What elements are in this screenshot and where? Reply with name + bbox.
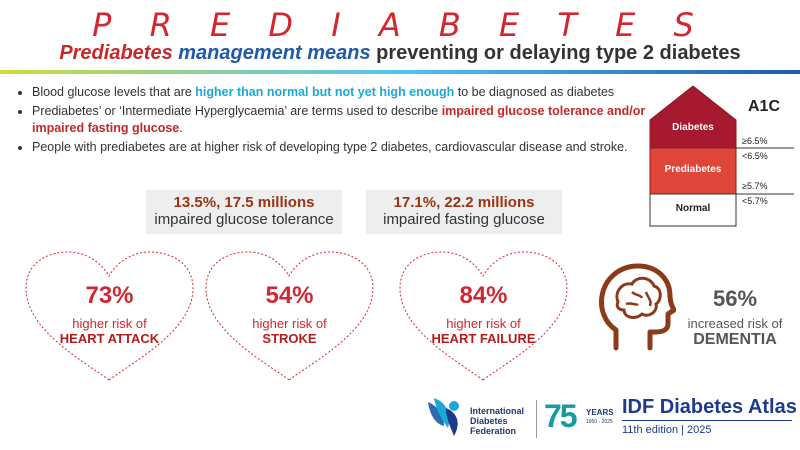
bullet-text: People with prediabetes are at higher ri… (32, 140, 628, 154)
stat-box-ifg: 17.1%, 22.2 millions impaired fasting gl… (366, 190, 562, 234)
stat-label: impaired fasting glucose (383, 211, 545, 228)
subtitle-part-3: means (307, 42, 371, 64)
heart-text: 54% higher risk of STROKE (202, 282, 377, 346)
bullet-item: People with prediabetes are at higher ri… (32, 139, 672, 156)
atlas-title: IDF Diabetes Atlas (622, 396, 797, 418)
heart-outline-icon (399, 251, 568, 381)
a1c-normal-band (649, 193, 737, 227)
bullet-highlight: impaired glucose tolerance and/or impair… (32, 104, 646, 135)
atlas-edition: 11th edition | 2025 (622, 424, 712, 436)
subtitle-part-1: Prediabetes (59, 42, 173, 64)
a1c-level-prediabetes: Prediabetes (664, 164, 722, 175)
bullet-highlight: higher than normal but not yet high enou… (195, 85, 455, 99)
heart-failure-card: 84% higher risk of HEART FAILURE (396, 248, 571, 383)
idf-name-line: Federation (470, 426, 517, 436)
stat-label: impaired glucose tolerance (154, 211, 334, 228)
brain-head-icon (596, 262, 677, 352)
risk-percent: 73% (85, 282, 134, 309)
a1c-level-normal: Normal (675, 203, 711, 214)
bullet-text: . (179, 121, 183, 135)
dementia-condition: DEMENTIA (693, 331, 777, 348)
risk-percent: 84% (459, 282, 508, 309)
stat-box-igt: 13.5%, 17.5 millions impaired glucose to… (146, 190, 342, 234)
risk-label: higher risk of (72, 316, 147, 331)
risk-condition: HEART ATTACK (59, 331, 160, 346)
bullet-text: Prediabetes’ or ‘Intermediate Hyperglyca… (32, 104, 442, 118)
a1c-scale: A1C Diabetes Prediabetes Normal ≥6.5% <6… (648, 84, 800, 234)
stat-value: 13.5%, 17.5 millions (173, 194, 315, 211)
bullet-text: Blood glucose levels that are (32, 85, 196, 99)
idf-logo-icon (424, 396, 468, 442)
subtitle-part-2: management (178, 42, 302, 64)
a1c-arrow-graphic (649, 85, 794, 227)
years-badge-range: 1950 - 2025 (586, 419, 613, 425)
page-subtitle: Prediabetes management means preventing … (0, 42, 800, 65)
a1c-tick: ≥5.7% (742, 181, 768, 191)
years-badge-number: 75 (544, 398, 578, 434)
years-badge-word: YEARS (586, 408, 614, 417)
dementia-label: increased risk of (687, 316, 783, 331)
dementia-stat: 56% increased risk of DEMENTIA (672, 286, 798, 349)
bullet-list: Blood glucose levels that are higher tha… (12, 84, 672, 158)
footer-divider (536, 400, 537, 438)
heart-outline-icon (205, 251, 374, 381)
idf-name-line: International (470, 406, 525, 416)
risk-label: higher risk of (446, 316, 521, 331)
heart-text: 73% higher risk of HEART ATTACK (22, 282, 197, 346)
risk-label: higher risk of (252, 316, 327, 331)
heart-text: 84% higher risk of HEART FAILURE (396, 282, 571, 346)
bullet-item: Blood glucose levels that are higher tha… (32, 84, 672, 101)
bullet-item: Prediabetes’ or ‘Intermediate Hyperglyca… (32, 103, 672, 137)
risk-condition: STROKE (262, 331, 317, 346)
a1c-level-diabetes: Diabetes (672, 122, 714, 133)
atlas-underline (622, 420, 792, 421)
stroke-card: 54% higher risk of STROKE (202, 248, 377, 383)
a1c-title: A1C (748, 98, 781, 115)
a1c-tick: <5.7% (742, 196, 768, 206)
a1c-prediabetes-band (649, 147, 737, 195)
dementia-percent: 56% (712, 286, 758, 311)
page-title: P R E D I A B E T E S (92, 6, 708, 44)
a1c-tick: <6.5% (742, 151, 768, 161)
a1c-diabetes-band (649, 85, 737, 149)
header-divider (0, 70, 800, 74)
risk-condition: HEART FAILURE (431, 331, 536, 346)
risk-percent: 54% (265, 282, 314, 309)
stat-value: 17.1%, 22.2 millions (393, 194, 535, 211)
bullet-text: to be diagnosed as diabetes (454, 85, 615, 99)
heart-attack-card: 73% higher risk of HEART ATTACK (22, 248, 197, 383)
heart-outline-icon (25, 251, 194, 381)
idf-name-line: Diabetes (470, 416, 508, 426)
subtitle-part-4: preventing or delaying type 2 diabetes (376, 42, 741, 64)
a1c-tick: ≥6.5% (742, 136, 768, 146)
idf-name: International Diabetes Federation (470, 406, 524, 436)
